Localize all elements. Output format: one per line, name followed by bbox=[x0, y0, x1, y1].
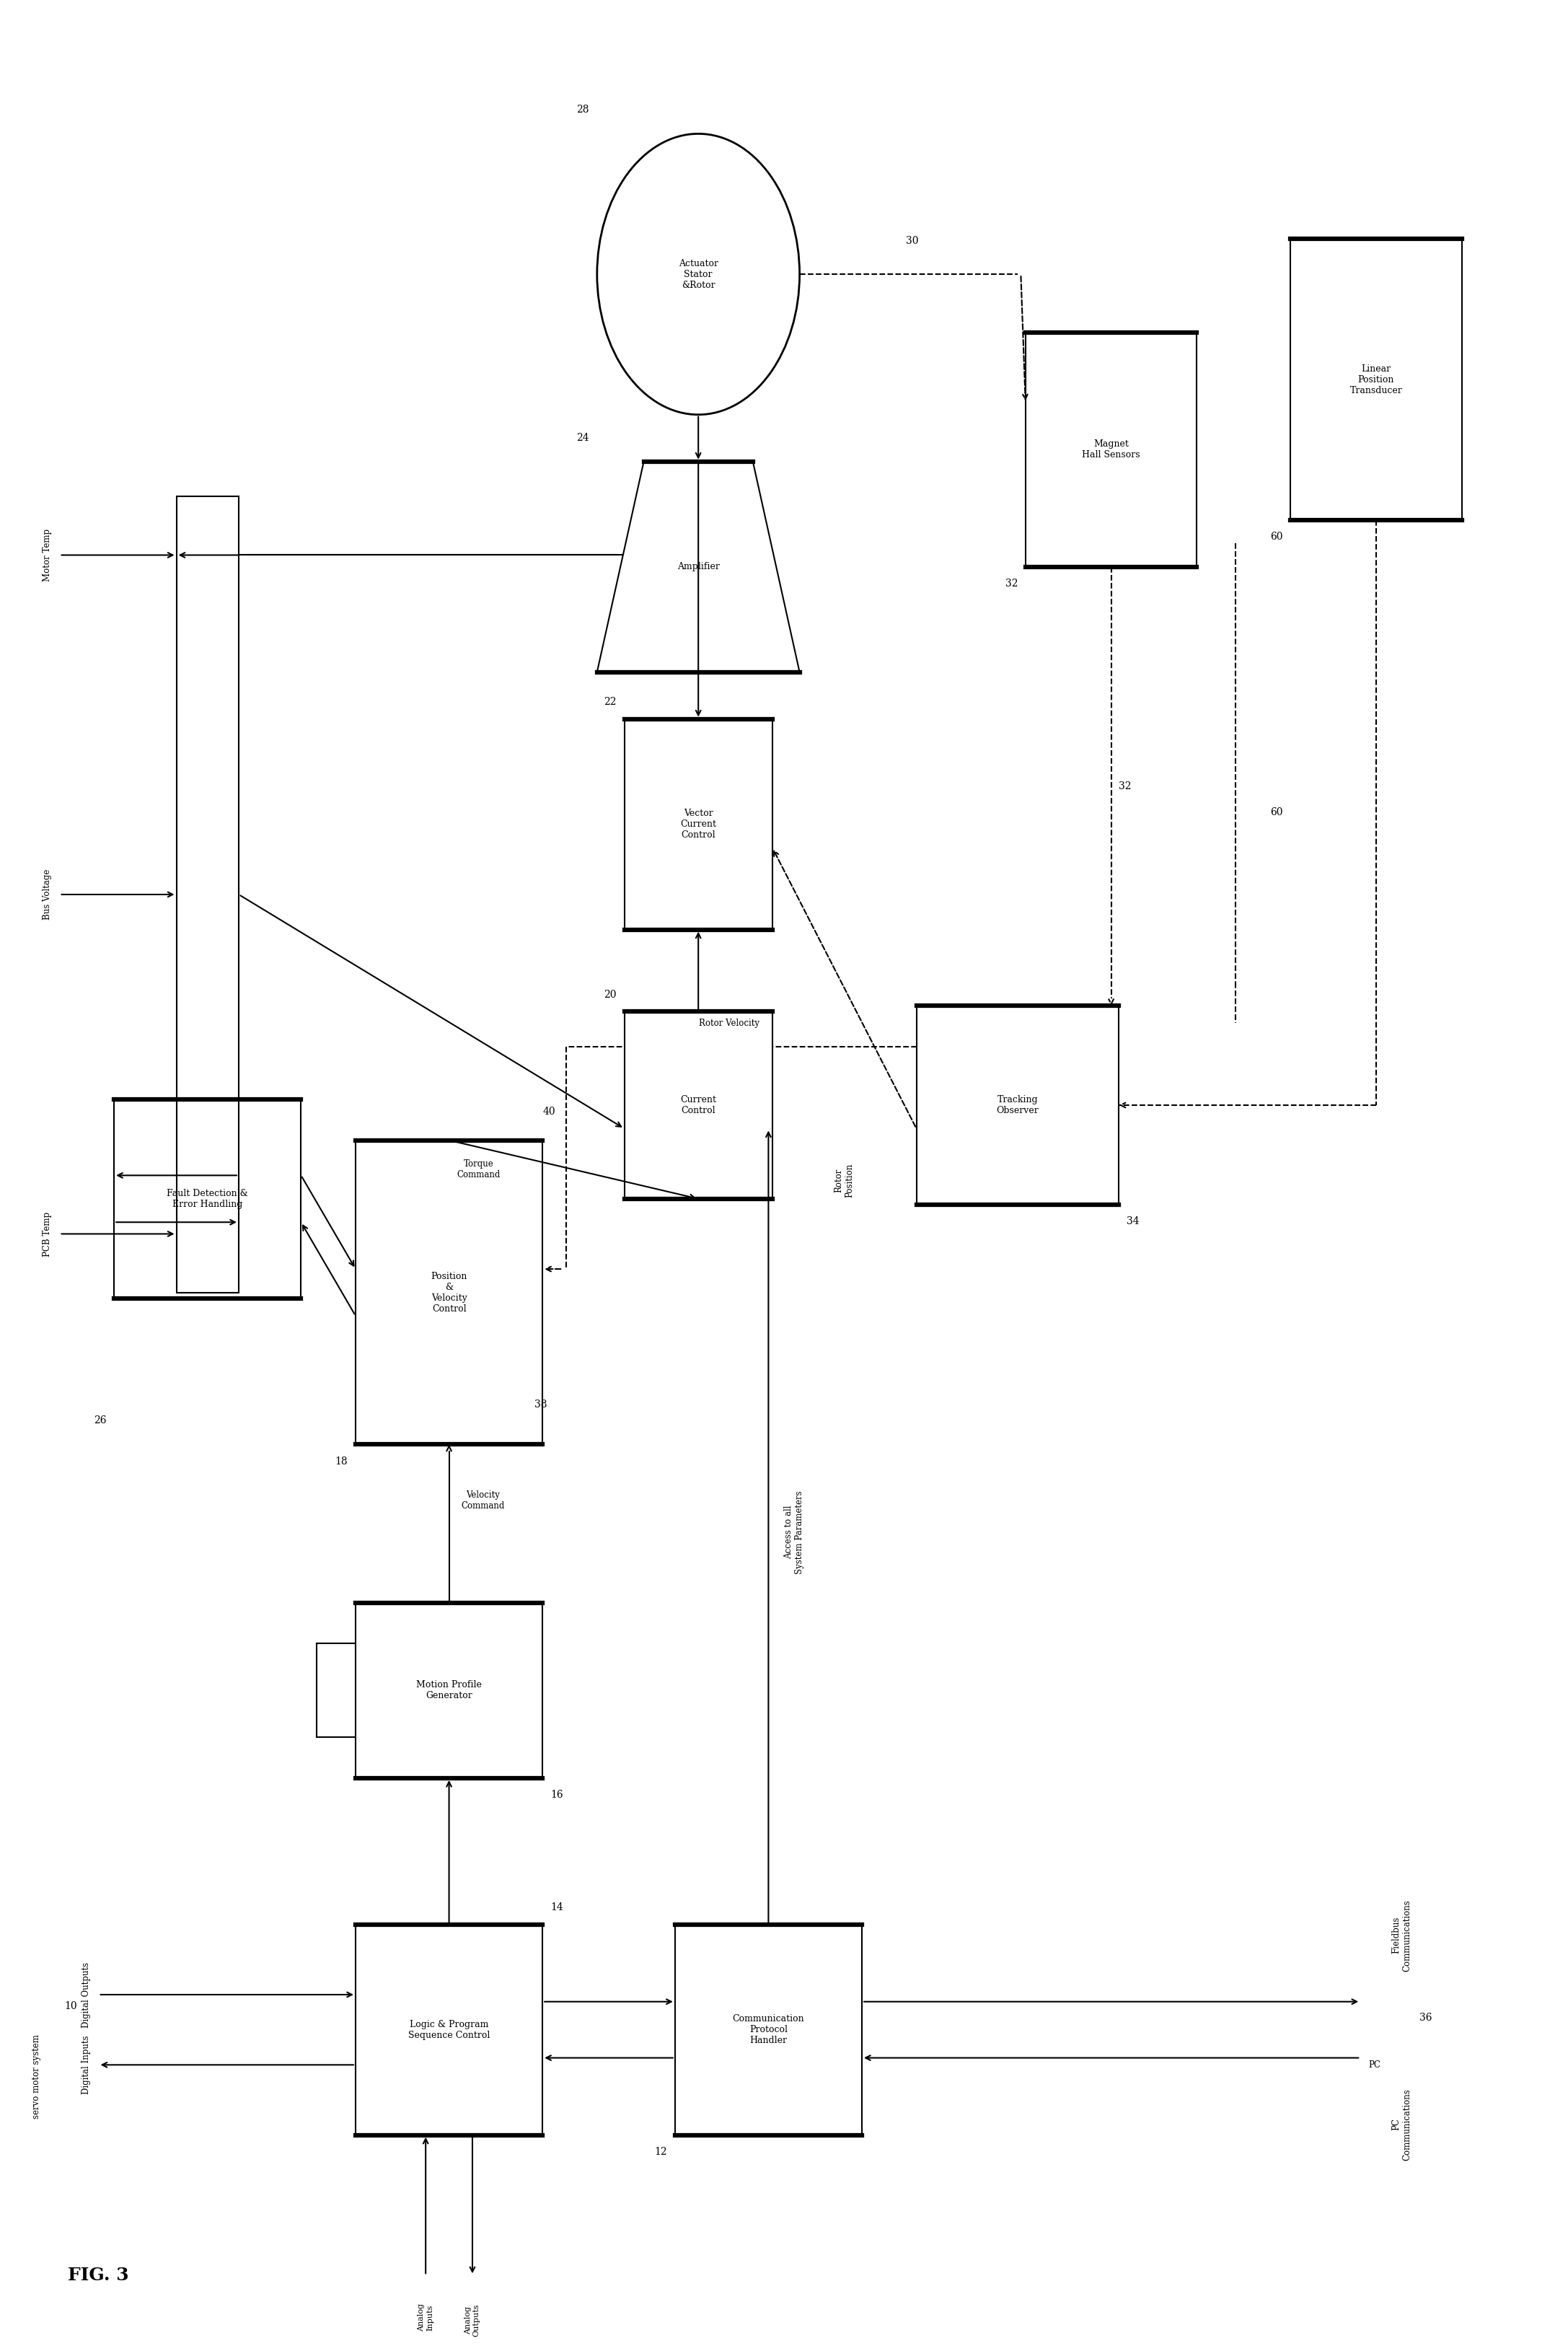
Text: Fieldbus
Communications: Fieldbus Communications bbox=[1392, 1900, 1411, 1970]
Text: Digital Inputs: Digital Inputs bbox=[82, 2036, 91, 2095]
FancyBboxPatch shape bbox=[624, 1011, 773, 1199]
Text: 60: 60 bbox=[1270, 531, 1283, 541]
Text: 32: 32 bbox=[1005, 578, 1018, 588]
Text: Tracking
Observer: Tracking Observer bbox=[997, 1096, 1040, 1114]
FancyBboxPatch shape bbox=[1025, 334, 1196, 567]
Text: PC: PC bbox=[1369, 2059, 1380, 2069]
Text: 24: 24 bbox=[577, 433, 590, 442]
Text: 30: 30 bbox=[906, 235, 919, 247]
FancyBboxPatch shape bbox=[356, 1925, 543, 2135]
Text: Magnet
Hall Sensors: Magnet Hall Sensors bbox=[1082, 440, 1140, 461]
Text: Rotor Velocity: Rotor Velocity bbox=[699, 1018, 760, 1027]
FancyBboxPatch shape bbox=[674, 1925, 862, 2135]
Text: Linear
Position
Transducer: Linear Position Transducer bbox=[1350, 364, 1402, 395]
Text: servo motor system: servo motor system bbox=[31, 2034, 41, 2118]
Text: 32: 32 bbox=[1120, 781, 1132, 792]
Text: PC
Communications: PC Communications bbox=[1392, 2088, 1411, 2161]
Text: Digital Outputs: Digital Outputs bbox=[82, 1961, 91, 2027]
Ellipse shape bbox=[597, 134, 800, 414]
FancyBboxPatch shape bbox=[624, 719, 773, 929]
Text: 36: 36 bbox=[1419, 2012, 1432, 2024]
Text: 60: 60 bbox=[1270, 806, 1283, 818]
FancyBboxPatch shape bbox=[916, 1006, 1120, 1204]
Text: Vector
Current
Control: Vector Current Control bbox=[681, 809, 717, 839]
Text: Analog
Outputs: Analog Outputs bbox=[464, 2304, 480, 2337]
Polygon shape bbox=[597, 461, 800, 672]
Text: Current
Control: Current Control bbox=[681, 1096, 717, 1114]
Text: 18: 18 bbox=[336, 1455, 348, 1467]
Text: FIG. 3: FIG. 3 bbox=[67, 2266, 129, 2285]
Text: 12: 12 bbox=[654, 2146, 666, 2156]
Text: PCB Temp: PCB Temp bbox=[42, 1211, 52, 1255]
Text: Logic & Program
Sequence Control: Logic & Program Sequence Control bbox=[408, 2020, 489, 2041]
Text: Bus Voltage: Bus Voltage bbox=[42, 870, 52, 919]
Text: Communication
Protocol
Handler: Communication Protocol Handler bbox=[732, 2015, 804, 2045]
Text: Access to all
System Parameters: Access to all System Parameters bbox=[784, 1491, 804, 1575]
Text: Rotor
Position: Rotor Position bbox=[834, 1164, 855, 1197]
Text: Position
&
Velocity
Control: Position & Velocity Control bbox=[431, 1272, 467, 1314]
Text: 38: 38 bbox=[535, 1399, 547, 1411]
FancyBboxPatch shape bbox=[356, 1603, 543, 1777]
Text: 26: 26 bbox=[94, 1415, 107, 1425]
FancyBboxPatch shape bbox=[114, 1100, 301, 1298]
Text: 16: 16 bbox=[550, 1789, 563, 1801]
Text: 40: 40 bbox=[543, 1107, 555, 1117]
Text: Analog
Inputs: Analog Inputs bbox=[419, 2304, 433, 2332]
Text: 10: 10 bbox=[64, 2001, 77, 2012]
FancyBboxPatch shape bbox=[1290, 240, 1461, 520]
Text: 14: 14 bbox=[550, 1902, 563, 1914]
Text: Fault Detection &
Error Handling: Fault Detection & Error Handling bbox=[166, 1190, 248, 1208]
FancyBboxPatch shape bbox=[176, 496, 238, 1293]
Text: Amplifier: Amplifier bbox=[677, 562, 720, 571]
Text: 22: 22 bbox=[604, 698, 616, 708]
Text: Motion Profile
Generator: Motion Profile Generator bbox=[416, 1681, 481, 1700]
Text: 20: 20 bbox=[604, 990, 616, 999]
Text: Motor Temp: Motor Temp bbox=[42, 529, 52, 581]
Text: 28: 28 bbox=[577, 106, 590, 115]
Text: Velocity
Command: Velocity Command bbox=[461, 1491, 505, 1509]
Text: Actuator
Stator
&Rotor: Actuator Stator &Rotor bbox=[679, 259, 718, 289]
Text: Torque
Command: Torque Command bbox=[456, 1159, 500, 1180]
FancyBboxPatch shape bbox=[356, 1140, 543, 1444]
Text: 34: 34 bbox=[1127, 1215, 1140, 1227]
